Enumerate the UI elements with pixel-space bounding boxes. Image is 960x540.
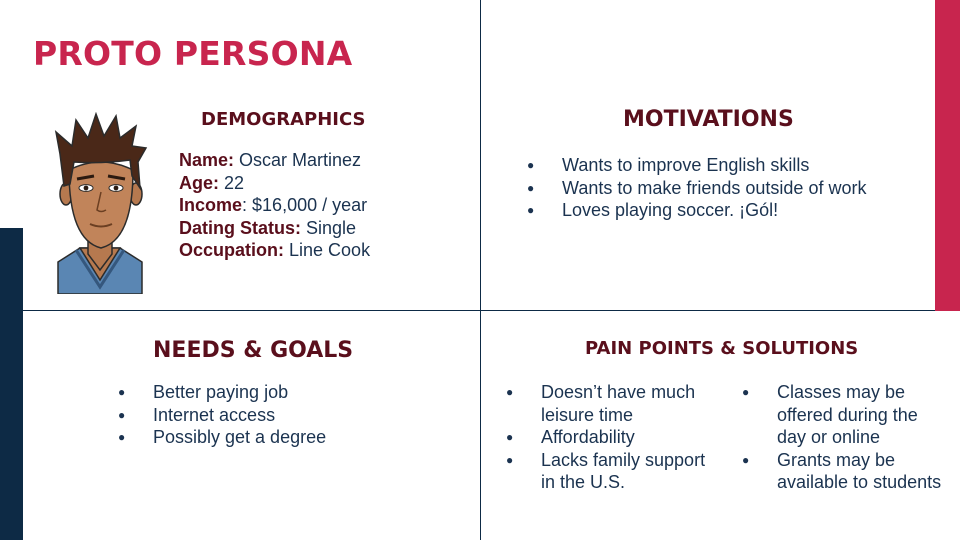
list-item: Grants may be available to students (742, 449, 947, 494)
list-item: Possibly get a degree (118, 426, 448, 449)
page-title: PROTO PERSONA (33, 34, 353, 73)
list-item: Loves playing soccer. ¡Gól! (527, 199, 927, 222)
solutions-list: Classes may be offered during the day or… (742, 381, 947, 494)
persona-avatar-icon (54, 112, 148, 294)
list-item: Classes may be offered during the day or… (742, 381, 947, 449)
list-item: Wants to make friends outside of work (527, 177, 927, 200)
demographic-label: Occupation: (179, 240, 285, 260)
list-item: Doesn’t have much leisure time (506, 381, 714, 426)
demographic-dating-status: Dating Status: Single (179, 217, 370, 240)
demographic-age: Age: 22 (179, 172, 370, 195)
list-item: Lacks family support in the U.S. (506, 449, 714, 494)
needs-goals-list: Better paying job Internet access Possib… (118, 381, 448, 449)
demographics-heading: DEMOGRAPHICS (201, 109, 366, 130)
demographic-value: Oscar Martinez (234, 150, 362, 170)
needs-goals-heading: NEEDS & GOALS (153, 338, 354, 363)
list-item: Affordability (506, 426, 714, 449)
demographic-value: Line Cook (284, 240, 371, 260)
motivations-heading: MOTIVATIONS (623, 107, 794, 132)
demographic-name: Name: Oscar Martinez (179, 149, 370, 172)
demographic-label: Age: (179, 172, 219, 193)
list-item: Internet access (118, 404, 448, 427)
demographic-value: : $16,000 / year (242, 195, 368, 215)
demographic-label: Income (179, 195, 243, 215)
demographic-value: 22 (219, 172, 245, 193)
vertical-divider (480, 0, 481, 540)
demographic-occupation: Occupation: Line Cook (179, 239, 370, 262)
list-item: Better paying job (118, 381, 448, 404)
horizontal-divider (23, 310, 935, 311)
motivations-list: Wants to improve English skills Wants to… (527, 154, 927, 222)
pain-points-heading: PAIN POINTS & SOLUTIONS (585, 338, 859, 359)
demographic-label: Name: (179, 150, 235, 170)
pain-points-list: Doesn’t have much leisure time Affordabi… (506, 381, 714, 494)
list-item: Wants to improve English skills (527, 154, 927, 177)
right-accent-bar (935, 0, 960, 311)
demographic-income: Income: $16,000 / year (179, 194, 370, 217)
left-accent-bar (0, 228, 23, 540)
demographic-label: Dating Status: (179, 217, 302, 238)
demographic-value: Single (301, 217, 357, 238)
demographics-list: Name: Oscar Martinez Age: 22 Income: $16… (179, 149, 370, 262)
